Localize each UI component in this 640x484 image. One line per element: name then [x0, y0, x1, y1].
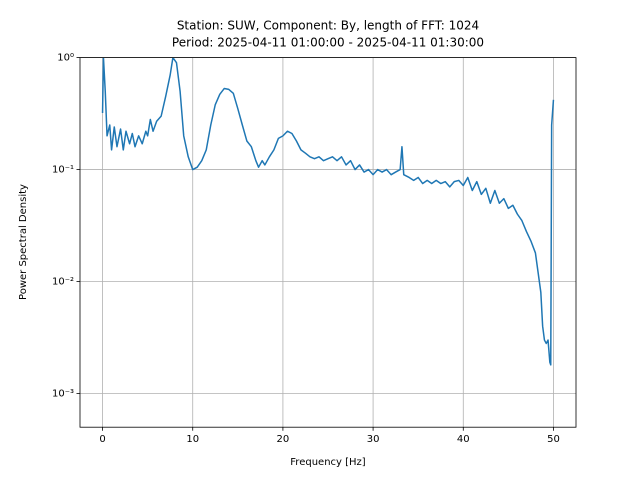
axes-frame	[79, 57, 577, 428]
y-tick-label: 10⁻¹	[52, 165, 74, 176]
y-axis-label: Power Spectral Density	[18, 184, 29, 300]
x-tick-label: 40	[457, 434, 470, 445]
x-tick-label: 20	[277, 434, 290, 445]
x-tick-label: 0	[99, 434, 105, 445]
x-tick-label: 30	[367, 434, 380, 445]
chart-title: Station: SUW, Component: By, length of F…	[177, 19, 479, 33]
y-tick-label: 10⁻³	[52, 388, 74, 399]
x-tick-label: 10	[186, 434, 199, 445]
y-tick-label: 10⁰	[57, 53, 74, 64]
x-axis-label: Frequency [Hz]	[290, 457, 366, 468]
data-line	[101, 57, 555, 366]
chart-subtitle: Period: 2025-04-11 01:00:00 - 2025-04-11…	[172, 36, 484, 50]
y-tick-label: 10⁻²	[52, 277, 74, 288]
x-tick-label: 50	[547, 434, 560, 445]
